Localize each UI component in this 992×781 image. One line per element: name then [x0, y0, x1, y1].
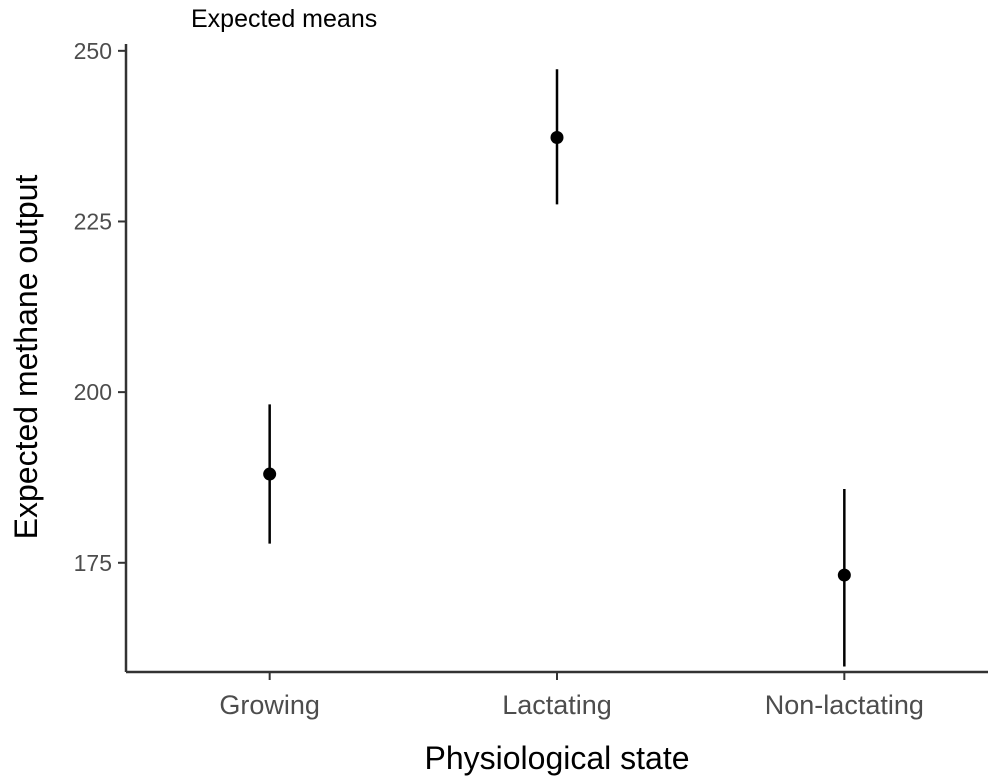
x-axis-title: Physiological state: [424, 740, 689, 776]
plot-marks: [263, 69, 851, 667]
y-tick-label: 225: [74, 208, 112, 234]
data-point: [263, 467, 277, 481]
y-axis-title: Expected methane output: [8, 175, 44, 540]
x-tick-label: Lactating: [502, 690, 612, 720]
data-point: [550, 131, 564, 145]
y-axis: 175 200 225 250: [74, 38, 128, 672]
x-tick-label: Growing: [219, 690, 320, 720]
chart-title: Expected means: [191, 5, 377, 33]
x-axis: Growing Lactating Non-lactating: [126, 670, 988, 720]
y-tick-label: 250: [74, 38, 112, 64]
data-point: [837, 568, 851, 582]
x-tick-label: Non-lactating: [765, 690, 924, 720]
y-tick-label: 175: [74, 550, 112, 576]
y-tick-label: 200: [74, 379, 112, 405]
